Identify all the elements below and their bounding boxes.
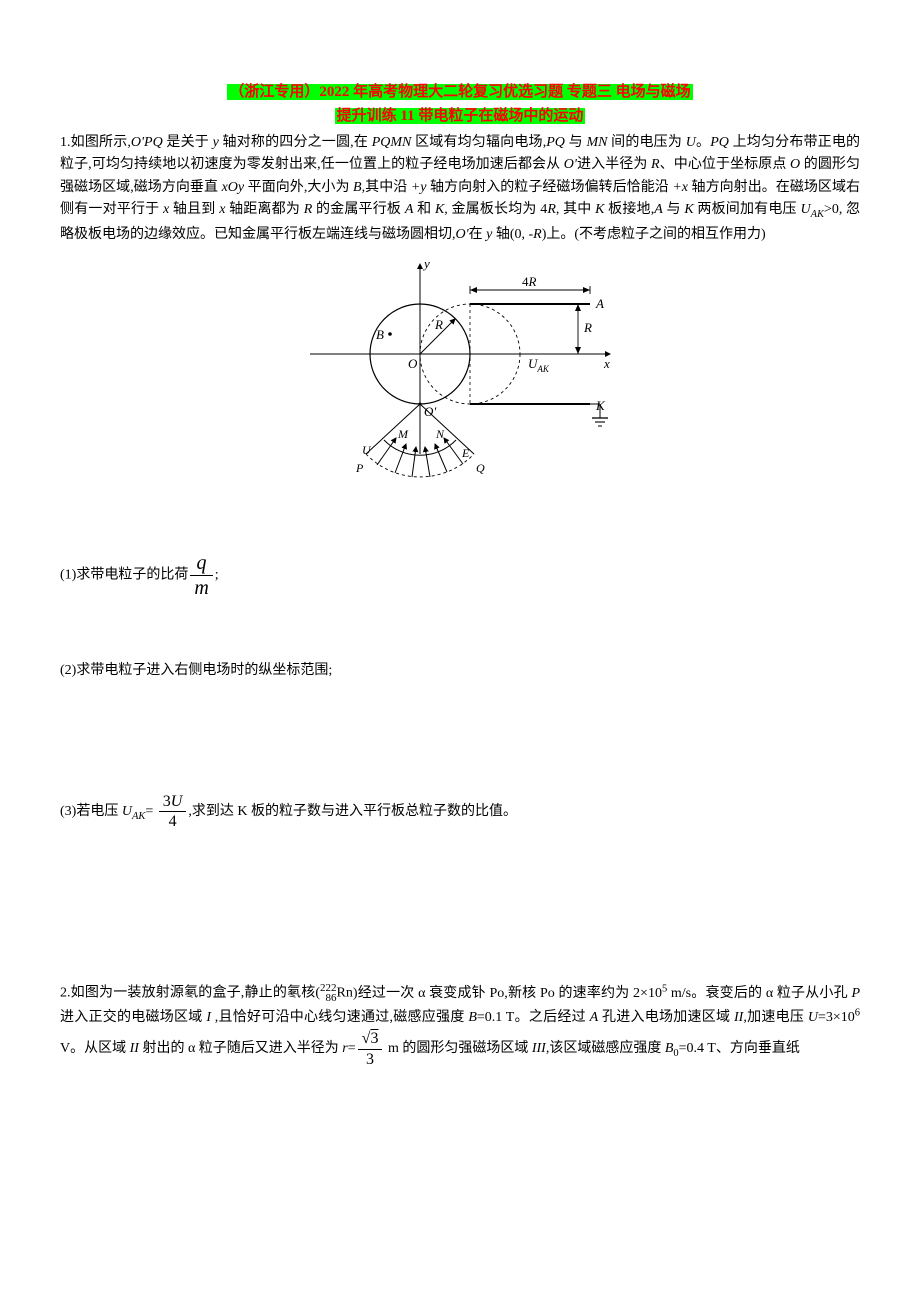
q1-body: 1.如图所示,O'PQ 是关于 y 轴对称的四分之一圆,在 PQMN 区域有均匀… xyxy=(60,132,860,246)
title-line-1: （浙江专用）2022 年高考物理大二轮复习优选习题 专题三 电场与磁场 xyxy=(60,80,860,104)
figure-1: y x B O R O' A K 4R R UAK xyxy=(60,254,860,542)
title-line-2: 提升训练 11 带电粒子在磁场中的运动 xyxy=(60,104,860,128)
svg-text:A: A xyxy=(595,296,604,311)
svg-text:B: B xyxy=(376,327,384,342)
svg-text:E: E xyxy=(461,446,470,460)
svg-text:Q: Q xyxy=(476,461,485,475)
svg-text:UAK: UAK xyxy=(528,356,550,374)
svg-text:N: N xyxy=(435,427,445,441)
svg-text:x: x xyxy=(603,356,610,371)
q2-body: 2.如图为一装放射源氡的盒子,静止的氡核(22286Rn)经过一次 α 衰变成钋… xyxy=(60,981,860,1068)
frac-3u-over-4: 3U4 xyxy=(159,792,187,831)
q2-number: 2. xyxy=(60,986,71,1001)
svg-text:P: P xyxy=(355,461,364,475)
svg-text:R: R xyxy=(583,320,592,335)
nuclide-rn: 22286 xyxy=(320,984,337,1004)
svg-text:4R: 4R xyxy=(522,274,537,289)
svg-text:M: M xyxy=(397,427,409,441)
q1-part2: (2)求带电粒子进入右侧电场时的纵坐标范围; xyxy=(60,660,860,682)
frac-sqrt3-over-3: √33 xyxy=(358,1029,383,1068)
svg-text:O': O' xyxy=(424,404,436,419)
q1-text: 如图所示,O'PQ 是关于 y 轴对称的四分之一圆,在 PQMN 区域有均匀辐向… xyxy=(60,135,860,242)
answer-space-2 xyxy=(60,682,860,792)
answer-space-3 xyxy=(60,831,860,981)
q1-part3: (3)若电压 UAK= 3U4,求到达 K 板的粒子数与进入平行板总粒子数的比值… xyxy=(60,792,860,831)
svg-text:U: U xyxy=(362,443,372,457)
svg-text:y: y xyxy=(422,256,430,271)
diagram-svg: y x B O R O' A K 4R R UAK xyxy=(300,254,620,534)
q1-number: 1. xyxy=(60,135,71,150)
answer-space-1 xyxy=(60,600,860,660)
svg-text:O: O xyxy=(408,356,418,371)
frac-q-over-m: qm xyxy=(190,551,212,600)
svg-text:R: R xyxy=(434,317,443,332)
q1-part1: (1)求带电粒子的比荷qm; xyxy=(60,551,860,600)
